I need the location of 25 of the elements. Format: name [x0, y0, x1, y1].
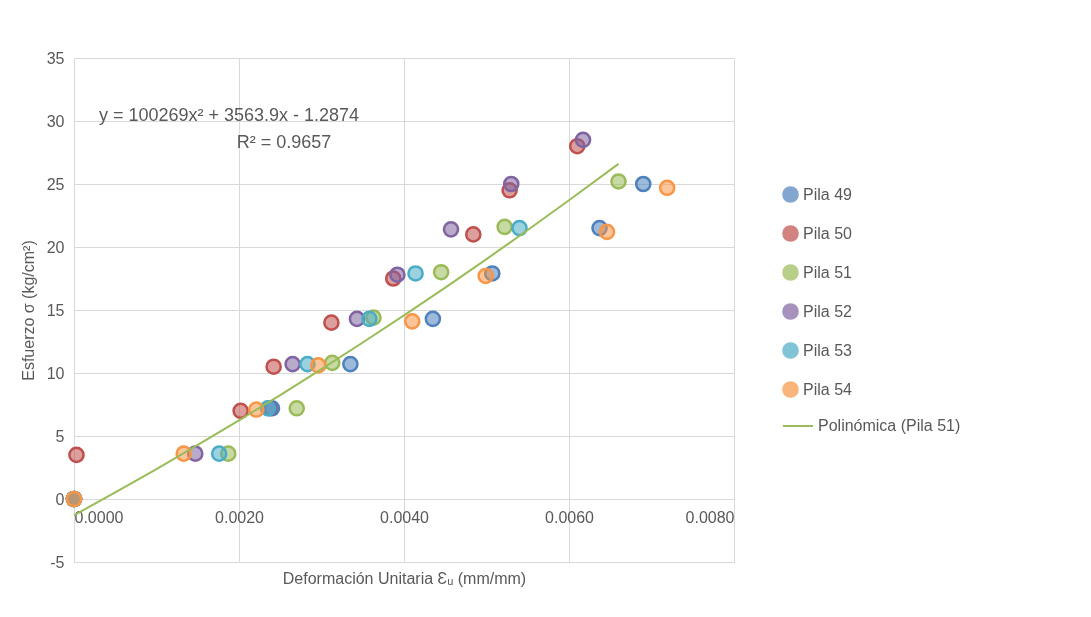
- y-tick-label: -5: [50, 553, 65, 571]
- y-tick-label: 15: [46, 301, 65, 319]
- x-tick-label: 0.0000: [74, 508, 124, 526]
- y-tick-label: 10: [46, 364, 65, 382]
- legend-label: Polinómica (Pila 51): [818, 417, 961, 434]
- y-axis-title: Esfuerzo σ (kg/cm²): [19, 240, 37, 381]
- legend-label: Pila 53: [803, 341, 853, 359]
- y-tick-label: 30: [46, 112, 65, 130]
- y-tick-label: 35: [46, 49, 65, 67]
- annotation: y = 100269x² + 3563.9x - 1.2874: [98, 105, 360, 125]
- y-tick-label: 20: [46, 238, 65, 256]
- y-tick-label: 0: [55, 490, 65, 508]
- legend-label: Pila 54: [803, 380, 853, 398]
- x-tick-label: 0.0060: [545, 508, 595, 526]
- y-tick-label: 25: [46, 175, 65, 193]
- legend-label: Pila 50: [803, 224, 853, 242]
- x-tick-label: 0.0080: [685, 508, 735, 526]
- x-axis-title: Deformación Unitaria Ɛᵤ (mm/mm): [282, 569, 527, 587]
- annotation: R² = 0.9657: [236, 132, 332, 152]
- legend-label: Pila 52: [803, 302, 853, 320]
- legend-label: Pila 49: [803, 185, 853, 203]
- x-tick-label: 0.0040: [380, 508, 430, 526]
- legend-label: Pila 51: [803, 263, 853, 281]
- y-tick-label: 5: [55, 427, 65, 445]
- x-tick-label: 0.0020: [215, 508, 265, 526]
